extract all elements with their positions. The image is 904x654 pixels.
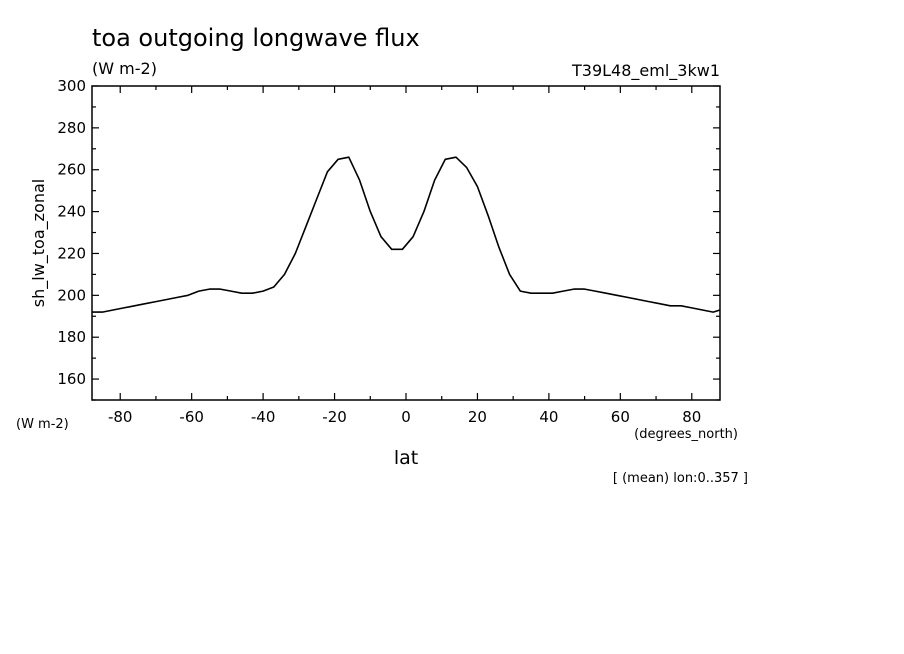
x-tick-label: -60 [179,408,204,426]
footnote: [ (mean) lon:0..357 ] [613,471,748,486]
y-tick-label: 300 [57,77,86,95]
series-line [92,156,721,313]
x-axis-label: lat [394,447,418,469]
x-tick-label: 40 [539,408,558,426]
y-tick-label: 240 [57,203,86,221]
x-axis-ticks [119,86,693,400]
x-tick-label: -40 [251,408,276,426]
y-axis-tick-labels: 160 180 200 220 240 260 280 300 [57,77,86,388]
x-tick-label: -80 [108,408,133,426]
y-axis-ticks [92,85,720,401]
x-tick-label: 0 [401,408,411,426]
y-tick-label: 180 [57,328,86,346]
x-tick-label: 80 [682,408,701,426]
plot-frame [91,85,721,401]
x-axis-tick-labels: -80 -60 -40 -20 0 20 40 60 80 [108,408,701,426]
chart-title: toa outgoing longwave flux [92,24,420,52]
x-axis-units: (degrees_north) [634,427,738,442]
chart-subtitle: (W m-2) [92,59,157,78]
y-axis-label: sh_lw_toa_zonal [29,179,49,307]
y-tick-label: 280 [57,119,86,137]
x-tick-label: 20 [468,408,487,426]
y-axis-units: (W m-2) [16,417,69,432]
y-tick-label: 200 [57,286,86,304]
y-tick-label: 160 [57,370,86,388]
y-tick-label: 260 [57,161,86,179]
y-tick-label: 220 [57,244,86,262]
x-tick-label: 60 [611,408,630,426]
x-tick-label: -20 [322,408,347,426]
run-label: T39L48_eml_3kw1 [571,61,720,81]
